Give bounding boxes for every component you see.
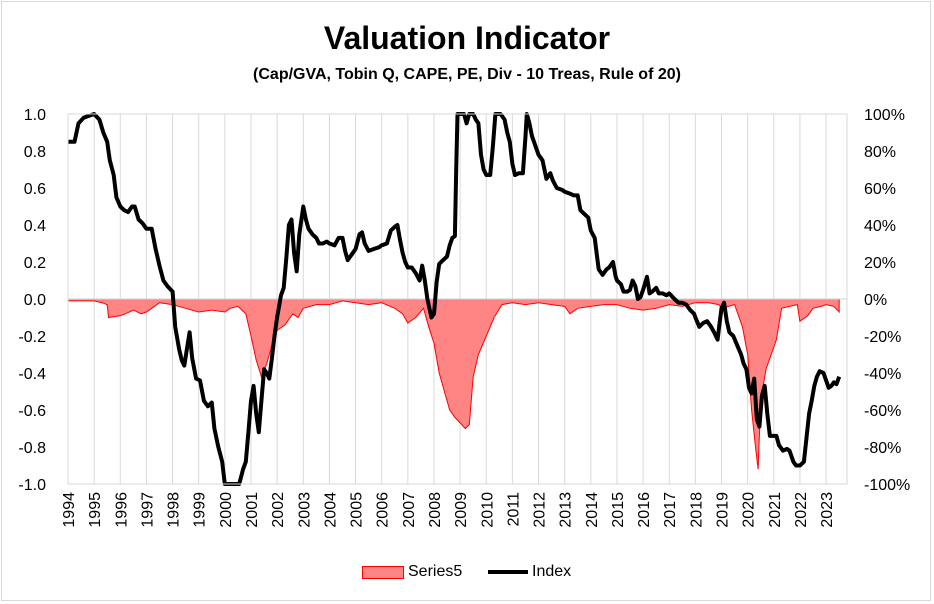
x-tick-label-2017: 2017: [662, 492, 679, 528]
x-tick-label-2005: 2005: [349, 492, 366, 528]
right-tick-label: -40%: [864, 366, 901, 383]
x-tick-label-2007: 2007: [401, 492, 418, 528]
x-tick-label-2020: 2020: [741, 492, 758, 528]
right-tick-label: -80%: [864, 440, 901, 457]
left-tick-label: 0.4: [24, 218, 46, 235]
x-tick-label-2000: 2000: [218, 492, 235, 528]
x-tick-label-2019: 2019: [715, 492, 732, 528]
series5-area: [67, 298, 840, 470]
right-tick-label: 60%: [864, 181, 896, 198]
x-tick-label-2022: 2022: [793, 492, 810, 528]
right-tick-label: 20%: [864, 255, 896, 272]
x-tick-label-1994: 1994: [61, 492, 78, 528]
index-line: [68, 112, 842, 486]
left-tick-label: -0.6: [18, 403, 46, 420]
x-tick-label-1997: 1997: [139, 492, 156, 528]
chart-subtitle: (Cap/GVA, Tobin Q, CAPE, PE, Div - 10 Tr…: [253, 66, 681, 83]
x-tick-label-2010: 2010: [479, 492, 496, 528]
x-tick-label-2004: 2004: [322, 492, 339, 528]
left-tick-label: 1.0: [24, 107, 46, 124]
x-tick-label-2018: 2018: [688, 492, 705, 528]
x-tick-label-2009: 2009: [453, 492, 470, 528]
right-tick-label: -20%: [864, 329, 901, 346]
x-tick-label-1996: 1996: [113, 492, 130, 528]
x-tick-label-2015: 2015: [610, 492, 627, 528]
left-tick-label: 0.8: [24, 144, 46, 161]
x-tick-label-1995: 1995: [87, 492, 104, 528]
plot-border: [67, 113, 848, 485]
right-tick-label: -60%: [864, 403, 901, 420]
x-tick-label-1998: 1998: [166, 492, 183, 528]
legend-item-index: Index: [488, 561, 571, 583]
right-tick-label: 0%: [864, 292, 887, 309]
left-tick-label: 0.0: [24, 292, 46, 309]
right-tick-label: 40%: [864, 218, 896, 235]
left-tick-label: 0.2: [24, 255, 46, 272]
x-tick-label-2021: 2021: [767, 492, 784, 528]
x-tick-label-2003: 2003: [296, 492, 313, 528]
left-tick-label: -1.0: [18, 477, 46, 494]
legend-label-series5: Series5: [408, 563, 463, 580]
x-tick-label-2006: 2006: [375, 492, 392, 528]
x-tick-label-1999: 1999: [192, 492, 209, 528]
legend: Series5 Index: [0, 561, 934, 583]
left-tick-label: -0.2: [18, 329, 46, 346]
x-tick-label-2002: 2002: [270, 492, 287, 528]
x-tick-label-2011: 2011: [505, 492, 522, 527]
left-tick-label: -0.8: [18, 440, 46, 457]
right-tick-label: 80%: [864, 144, 896, 161]
left-tick-label: -0.4: [18, 366, 46, 383]
legend-item-series5: Series5: [362, 561, 462, 583]
x-tick-label-2014: 2014: [584, 492, 601, 528]
x-tick-label-2013: 2013: [558, 492, 575, 528]
right-tick-label: -100%: [864, 477, 910, 494]
legend-label-index: Index: [532, 563, 572, 580]
legend-swatch-series5: [362, 565, 404, 579]
x-tick-label-2008: 2008: [427, 492, 444, 528]
x-tick-label-2016: 2016: [636, 492, 653, 528]
right-tick-label: 100%: [864, 107, 905, 124]
legend-swatch-index: [488, 570, 528, 574]
x-tick-label-2001: 2001: [244, 492, 261, 528]
x-tick-label-2023: 2023: [819, 492, 836, 528]
x-tick-label-2012: 2012: [532, 492, 549, 528]
chart-title: Valuation Indicator: [323, 20, 611, 56]
left-tick-label: 0.6: [24, 181, 46, 198]
